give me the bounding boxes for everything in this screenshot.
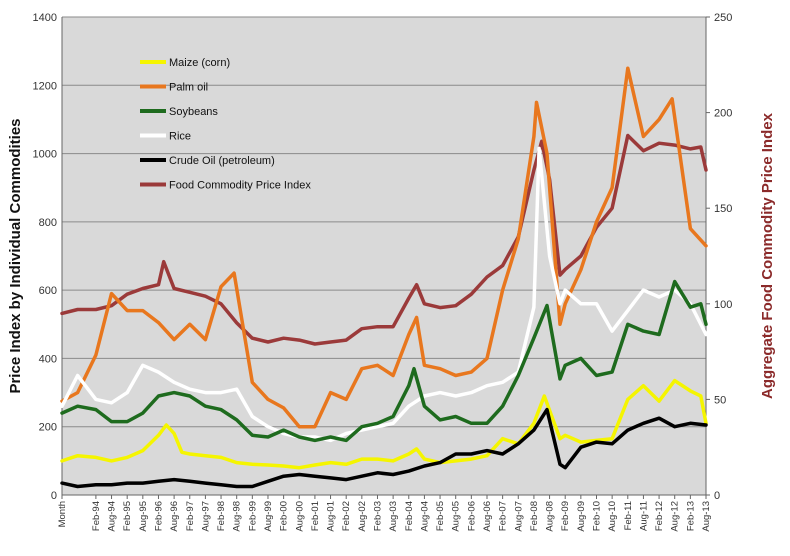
left-tick-label: 800 (39, 217, 57, 229)
x-tick-label: Feb-03 (372, 501, 383, 531)
left-axis-ticks: 0 200 400 600 800 1000 1200 1400 (33, 12, 57, 502)
x-tick-label: Aug-04 (419, 501, 430, 532)
left-tick-label: 200 (39, 422, 57, 434)
right-tick-label: 0 (714, 490, 720, 502)
left-tick-label: 1200 (33, 80, 57, 92)
x-tick-label: Feb-94 (91, 501, 102, 531)
x-tick-label: Aug-94 (107, 501, 118, 532)
series-lines (60, 66, 708, 489)
x-tick-label: Aug-13 (701, 501, 712, 532)
x-tick-label: Aug-01 (326, 501, 337, 532)
x-tick-label: Aug-96 (169, 501, 180, 532)
x-tick-label: Aug-97 (200, 501, 211, 532)
legend-label: Crude Oil (petroleum) (169, 155, 275, 167)
x-tick-label: Feb-07 (498, 501, 509, 531)
x-tick-label: Aug-10 (607, 501, 618, 532)
x-axis-ticks: Month Feb-94 Aug-94 Feb-95 Aug-95 Feb-96 Aug-9… (57, 495, 712, 532)
x-tick-label: Aug-98 (232, 501, 243, 532)
x-tick-label: Feb-10 (591, 501, 602, 531)
x-tick-label: Feb-01 (310, 501, 321, 531)
x-tick-label: Aug-07 (513, 501, 524, 532)
x-tick-label: Feb-00 (279, 501, 290, 531)
x-tick-label: Feb-95 (122, 501, 133, 531)
legend: Maize (corn) Palm oil Soybeans Rice Crude Oi… (140, 57, 311, 192)
x-tick-label: Aug-12 (670, 501, 681, 532)
x-tick-label: Feb-97 (185, 501, 196, 531)
left-tick-label: 0 (51, 490, 57, 502)
x-tick-label: Feb-99 (247, 501, 258, 531)
x-tick-label: Aug-11 (638, 501, 649, 531)
x-tick-label: Aug-08 (545, 501, 556, 532)
x-tick-label: Aug-02 (357, 501, 368, 532)
right-tick-label: 150 (714, 203, 732, 215)
x-tick-label: Feb-96 (153, 501, 164, 531)
x-tick-label: Aug-95 (138, 501, 149, 532)
x-tick-label: Aug-99 (263, 501, 274, 532)
series-line-2 (60, 279, 708, 443)
x-tick-label: Aug-09 (576, 501, 587, 532)
legend-label: Maize (corn) (169, 57, 230, 69)
legend-label: Food Commodity Price Index (169, 180, 311, 192)
legend-label: Rice (169, 131, 191, 143)
x-tick-label: Feb-05 (435, 501, 446, 531)
x-tick-label: Feb-98 (216, 501, 227, 531)
left-tick-label: 1400 (33, 12, 57, 24)
x-tick-label: Feb-02 (341, 501, 352, 531)
plot-area (62, 17, 706, 495)
series-line-5 (60, 133, 708, 346)
x-tick-label: Aug-03 (388, 501, 399, 532)
x-tick-label: Feb-04 (404, 501, 415, 531)
right-tick-label: 250 (714, 12, 732, 24)
right-tick-label: 200 (714, 108, 732, 120)
x-tick-label: Aug-06 (482, 501, 493, 532)
left-tick-label: 400 (39, 353, 57, 365)
right-tick-label: 50 (714, 394, 726, 406)
series-line-4 (60, 407, 708, 489)
gridlines (61, 16, 707, 496)
series-line-0 (60, 378, 708, 470)
x-tick-label: Feb-12 (654, 501, 665, 531)
right-axis-title: Aggregate Food Commodity Price Index (759, 112, 776, 399)
left-tick-label: 1000 (33, 149, 57, 161)
x-tick-label: Feb-08 (529, 501, 540, 531)
x-tick-label: Feb-13 (685, 501, 696, 531)
x-tick-label: Month (57, 501, 68, 527)
x-tick-label: Feb-09 (560, 501, 571, 531)
right-axis-ticks: 0 50 100 150 200 250 (706, 12, 732, 502)
left-tick-label: 600 (39, 285, 57, 297)
series-line-1 (60, 66, 708, 429)
x-tick-label: Aug-00 (294, 501, 305, 532)
x-tick-label: Aug-05 (451, 501, 462, 532)
x-tick-label: Feb-11 (623, 501, 634, 530)
legend-label: Palm oil (169, 82, 208, 94)
right-tick-label: 100 (714, 299, 732, 311)
legend-label: Soybeans (169, 106, 218, 118)
series-line-3 (60, 146, 708, 443)
x-tick-label: Feb-06 (466, 501, 477, 531)
left-axis-title: Price Index by Individual Commodities (7, 118, 24, 393)
